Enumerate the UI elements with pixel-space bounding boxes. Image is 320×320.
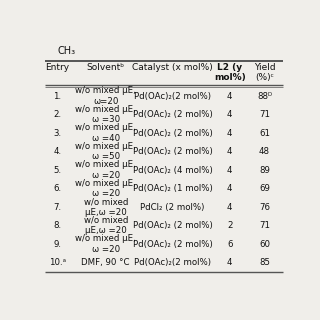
Text: CH₃: CH₃ [57,46,76,56]
Text: 4.: 4. [53,147,61,156]
Text: Catalyst (x mol%): Catalyst (x mol%) [132,62,213,72]
Text: 5.: 5. [53,166,61,175]
Text: w/o mixed
μE,ω =20: w/o mixed μE,ω =20 [84,197,128,217]
Text: PdCl₂ (2 mol%): PdCl₂ (2 mol%) [140,203,205,212]
Text: 2: 2 [227,221,232,230]
Text: Pd(OAc)₂ (4 mol%): Pd(OAc)₂ (4 mol%) [133,166,212,175]
Text: 10.ᵃ: 10.ᵃ [49,258,66,267]
Text: Yield
(%)ᶜ: Yield (%)ᶜ [254,62,275,82]
Text: w/o mixed μE,
ω =20: w/o mixed μE, ω =20 [75,179,136,198]
Text: 4: 4 [227,147,232,156]
Text: 69: 69 [259,184,270,193]
Text: 6.: 6. [53,184,61,193]
Text: Entry: Entry [45,62,69,72]
Text: 1.: 1. [53,92,61,101]
Text: 48: 48 [259,147,270,156]
Text: 4: 4 [227,184,232,193]
Text: Pd(OAc)₂ (2 mol%): Pd(OAc)₂ (2 mol%) [133,240,212,249]
Text: Pd(OAc)₂(2 mol%): Pd(OAc)₂(2 mol%) [134,258,211,267]
Text: Pd(OAc)₂ (2 mol%): Pd(OAc)₂ (2 mol%) [133,221,212,230]
Text: w/o mixed μE,
ω =20: w/o mixed μE, ω =20 [75,234,136,254]
Text: 9.: 9. [53,240,61,249]
Text: w/o mixed μE,
ω=20: w/o mixed μE, ω=20 [75,86,136,106]
Text: Pd(OAc)₂ (2 mol%): Pd(OAc)₂ (2 mol%) [133,110,212,119]
Text: Pd(OAc)₂ (2 mol%): Pd(OAc)₂ (2 mol%) [133,129,212,138]
Text: Pd(OAc)₂(2 mol%): Pd(OAc)₂(2 mol%) [134,92,211,101]
Text: 71: 71 [259,221,270,230]
Text: DMF, 90 °C: DMF, 90 °C [82,258,130,267]
Text: 85: 85 [259,258,270,267]
Text: 6: 6 [227,240,232,249]
Text: 61: 61 [259,129,270,138]
Text: 71: 71 [259,110,270,119]
Text: 4: 4 [227,166,232,175]
Text: 4: 4 [227,203,232,212]
Text: 7.: 7. [53,203,61,212]
Text: w/o mixed μE,
ω =50: w/o mixed μE, ω =50 [75,142,136,161]
Text: 4: 4 [227,258,232,267]
Text: 89: 89 [259,166,270,175]
Text: Pd(OAc)₂ (1 mol%): Pd(OAc)₂ (1 mol%) [133,184,212,193]
Text: 76: 76 [259,203,270,212]
Text: Solventᵇ: Solventᵇ [87,62,125,72]
Text: w/o mixed
μE,ω =20: w/o mixed μE,ω =20 [84,216,128,235]
Text: 4: 4 [227,92,232,101]
Text: 4: 4 [227,110,232,119]
Text: w/o mixed μE,
ω =40: w/o mixed μE, ω =40 [75,124,136,143]
Text: 3.: 3. [53,129,61,138]
Text: 2.: 2. [53,110,61,119]
Text: 60: 60 [259,240,270,249]
Text: 4: 4 [227,129,232,138]
Text: L2 (y
mol%): L2 (y mol%) [214,62,245,82]
Text: 8.: 8. [53,221,61,230]
Text: w/o mixed μE,
ω =30: w/o mixed μE, ω =30 [75,105,136,124]
Text: 88ᴰ: 88ᴰ [257,92,272,101]
Text: Pd(OAc)₂ (2 mol%): Pd(OAc)₂ (2 mol%) [133,147,212,156]
Text: w/o mixed μE,
ω =20: w/o mixed μE, ω =20 [75,160,136,180]
